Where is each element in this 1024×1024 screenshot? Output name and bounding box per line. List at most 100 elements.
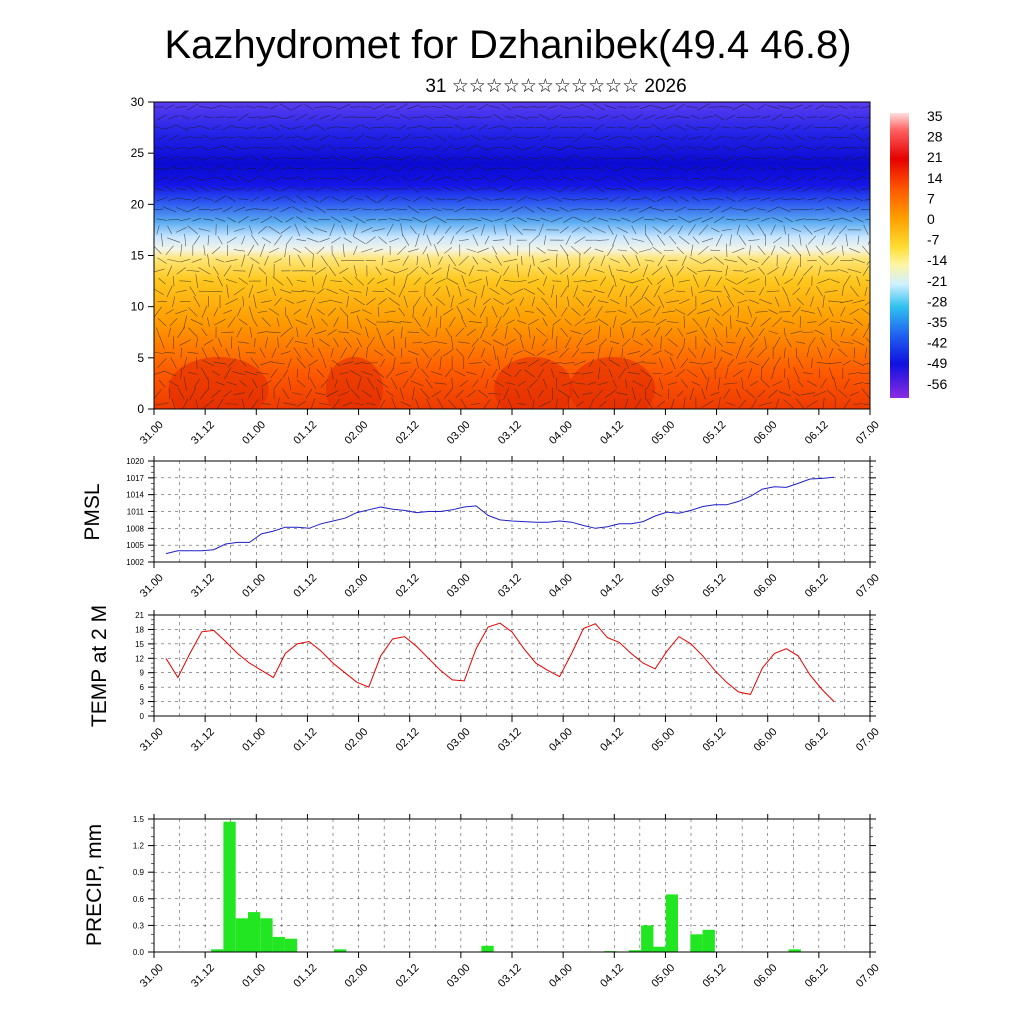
wind-vector xyxy=(583,308,592,316)
wind-vector xyxy=(500,185,513,193)
x-tick-label: 01.12 xyxy=(291,572,319,600)
wind-vector xyxy=(651,144,663,152)
wind-vector xyxy=(248,306,253,318)
wind-vector xyxy=(290,290,304,293)
wind-vector xyxy=(782,265,788,277)
wind-vector xyxy=(505,217,515,222)
wind-vector xyxy=(245,105,256,109)
wind-vector xyxy=(410,380,424,387)
wind-vector xyxy=(491,368,498,378)
wind-vector xyxy=(818,255,829,266)
wind-vector xyxy=(191,258,203,263)
wind-vector xyxy=(225,298,238,305)
wind-vector xyxy=(628,208,639,211)
wind-vector xyxy=(455,327,464,337)
wind-vector xyxy=(411,387,415,401)
wind-vector xyxy=(551,114,562,121)
wind-vector xyxy=(261,380,272,387)
wind-vector xyxy=(864,347,868,359)
wind-vector xyxy=(503,258,518,263)
wind-vector xyxy=(561,116,576,118)
wind-vector xyxy=(768,146,778,150)
wind-vector xyxy=(524,311,535,313)
wind-vector xyxy=(311,253,314,268)
wind-vector xyxy=(757,166,766,171)
wind-vector xyxy=(770,196,784,202)
wind-vector xyxy=(689,361,703,365)
wind-vector xyxy=(643,177,656,180)
wind-vector xyxy=(296,400,306,408)
wind-vector xyxy=(791,227,802,233)
wind-vector xyxy=(296,327,299,338)
wind-vector xyxy=(559,347,570,358)
wind-vector xyxy=(350,106,361,108)
wind-vector xyxy=(470,403,481,405)
wind-vector xyxy=(818,318,829,326)
wind-vector xyxy=(217,235,223,245)
wind-vector xyxy=(580,167,595,170)
wind-vector xyxy=(379,336,386,349)
wind-vector xyxy=(445,327,451,337)
wind-vector xyxy=(165,309,174,315)
wind-vector xyxy=(342,116,354,118)
wind-vector xyxy=(795,218,806,221)
wind-vector xyxy=(696,166,711,171)
wind-vector xyxy=(668,195,678,203)
wind-vector xyxy=(410,368,417,379)
wind-vector xyxy=(572,197,587,201)
wind-vector xyxy=(748,198,760,201)
wind-vector xyxy=(813,145,826,151)
wind-vector xyxy=(329,299,343,304)
y-tick-label: 12 xyxy=(135,654,144,663)
wind-vector xyxy=(747,278,760,284)
wind-vector xyxy=(203,339,214,346)
y-tick-label: 1.2 xyxy=(133,842,145,851)
wind-vector xyxy=(157,114,167,121)
wind-vector xyxy=(349,207,361,212)
wind-vector xyxy=(527,359,540,367)
wind-vector xyxy=(522,106,537,108)
wind-vector xyxy=(623,235,630,245)
wind-vector xyxy=(629,165,638,172)
wind-vector xyxy=(803,124,813,131)
wind-vector xyxy=(412,305,415,318)
wind-vector xyxy=(458,298,470,305)
wind-vector xyxy=(288,376,292,391)
wind-vector xyxy=(850,285,859,297)
wind-vector xyxy=(314,330,327,335)
wind-vector xyxy=(420,368,429,378)
wind-vector xyxy=(632,380,644,387)
wind-vector xyxy=(180,259,191,263)
wind-vector xyxy=(268,124,280,131)
wind-vector xyxy=(286,236,293,244)
wind-vector xyxy=(712,327,718,338)
wind-vector xyxy=(186,103,199,111)
wind-vector xyxy=(295,319,308,325)
wind-vector xyxy=(414,398,420,409)
wind-vector xyxy=(732,247,745,254)
x-tick-label: 01.00 xyxy=(240,962,268,990)
wind-vector xyxy=(188,307,198,317)
wind-vector xyxy=(384,105,396,109)
wind-vector xyxy=(597,198,609,200)
wind-vector xyxy=(283,178,296,180)
wind-vector xyxy=(455,348,464,357)
wind-vector xyxy=(227,196,236,203)
wind-vector xyxy=(492,239,505,241)
wind-vector xyxy=(157,156,167,160)
wind-vector xyxy=(305,327,313,337)
wind-vector xyxy=(456,116,471,118)
wind-vector xyxy=(698,245,709,255)
wind-vector xyxy=(813,227,826,233)
wind-vector xyxy=(791,124,802,131)
wind-vector xyxy=(558,389,570,398)
wind-vector xyxy=(287,358,292,368)
colorbar-label: -56 xyxy=(927,376,947,392)
wind-vector xyxy=(321,318,328,326)
wind-vector xyxy=(400,223,404,237)
wind-vector xyxy=(678,279,691,283)
wind-vector xyxy=(388,259,400,263)
wind-vector xyxy=(812,390,827,397)
wind-vector xyxy=(749,258,759,263)
wind-vector xyxy=(250,257,260,264)
